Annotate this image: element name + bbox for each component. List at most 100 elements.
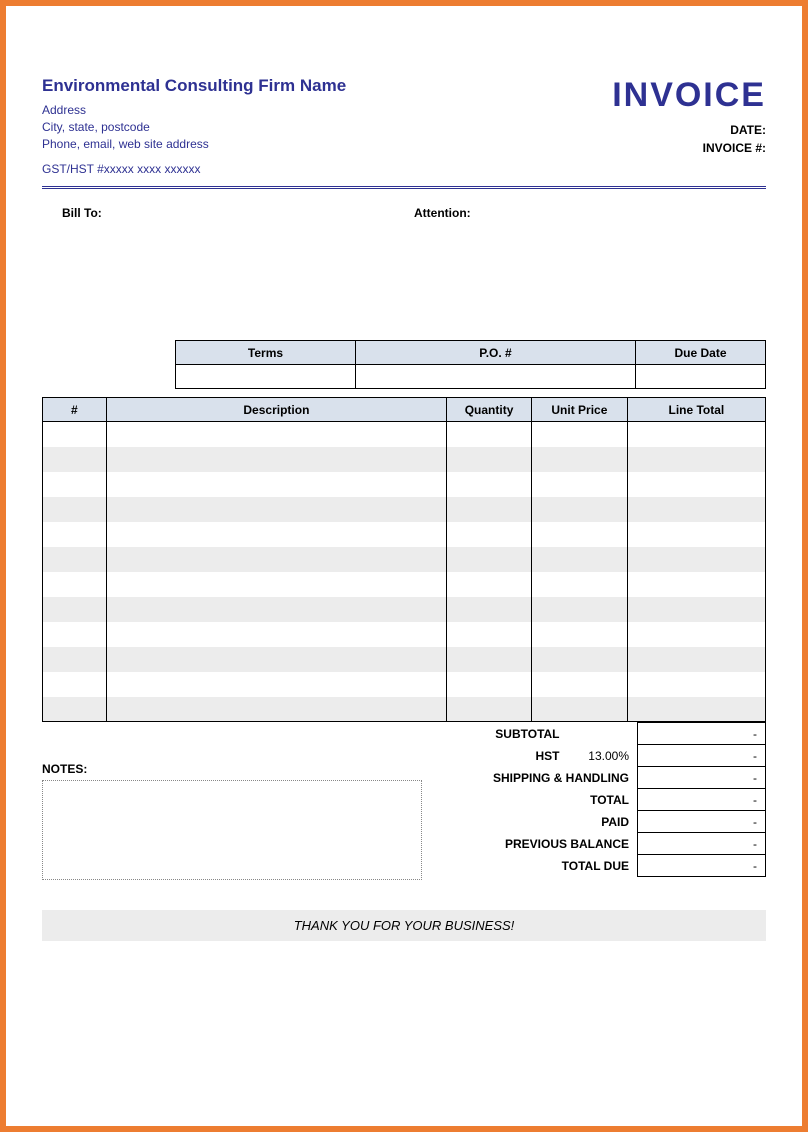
item-cell bbox=[106, 597, 446, 622]
total-due-value: - bbox=[638, 855, 766, 877]
item-cell bbox=[43, 547, 107, 572]
item-cell bbox=[43, 422, 107, 447]
item-cell bbox=[627, 522, 765, 547]
item-row bbox=[43, 497, 766, 522]
item-cell bbox=[447, 472, 532, 497]
hst-label: HST bbox=[426, 745, 568, 767]
item-cell bbox=[627, 597, 765, 622]
item-cell bbox=[106, 697, 446, 722]
item-cell bbox=[106, 497, 446, 522]
item-cell bbox=[627, 572, 765, 597]
item-cell bbox=[106, 572, 446, 597]
attention-label: Attention: bbox=[414, 206, 766, 220]
item-cell bbox=[106, 472, 446, 497]
item-cell bbox=[447, 622, 532, 647]
item-cell bbox=[106, 647, 446, 672]
item-row bbox=[43, 447, 766, 472]
previous-balance-value: - bbox=[638, 833, 766, 855]
po-value bbox=[356, 365, 636, 389]
date-label: DATE: bbox=[612, 121, 766, 139]
notes-label: NOTES: bbox=[42, 762, 426, 776]
total-value: - bbox=[638, 789, 766, 811]
notes-box bbox=[42, 780, 422, 880]
due-date-value bbox=[636, 365, 766, 389]
col-qty: Quantity bbox=[447, 398, 532, 422]
item-cell bbox=[532, 547, 628, 572]
line-items-table: # Description Quantity Unit Price Line T… bbox=[42, 397, 766, 722]
item-cell bbox=[447, 522, 532, 547]
item-cell bbox=[447, 672, 532, 697]
item-cell bbox=[43, 622, 107, 647]
item-cell bbox=[627, 647, 765, 672]
item-cell bbox=[447, 547, 532, 572]
item-row bbox=[43, 597, 766, 622]
item-row bbox=[43, 422, 766, 447]
paid-label: PAID bbox=[426, 811, 638, 833]
paid-value: - bbox=[638, 811, 766, 833]
invoice-number-label: INVOICE #: bbox=[612, 139, 766, 157]
company-block: Environmental Consulting Firm Name Addre… bbox=[42, 76, 346, 176]
shipping-label: SHIPPING & HANDLING bbox=[426, 767, 638, 789]
item-cell bbox=[43, 697, 107, 722]
totals-section: SUBTOTAL - HST 13.00% - SHIPPING & HANDL… bbox=[426, 722, 766, 880]
terms-table-wrap: Terms P.O. # Due Date bbox=[42, 340, 766, 389]
item-cell bbox=[106, 547, 446, 572]
item-cell bbox=[43, 497, 107, 522]
col-desc: Description bbox=[106, 398, 446, 422]
header-divider bbox=[42, 186, 766, 190]
billto-row: Bill To: Attention: bbox=[42, 206, 766, 220]
item-row bbox=[43, 622, 766, 647]
col-unit: Unit Price bbox=[532, 398, 628, 422]
item-cell bbox=[43, 522, 107, 547]
item-cell bbox=[447, 447, 532, 472]
item-cell bbox=[627, 472, 765, 497]
bill-to-label: Bill To: bbox=[42, 206, 414, 220]
item-cell bbox=[447, 597, 532, 622]
firm-name: Environmental Consulting Firm Name bbox=[42, 76, 346, 96]
item-cell bbox=[106, 447, 446, 472]
item-cell bbox=[447, 422, 532, 447]
item-row bbox=[43, 672, 766, 697]
item-cell bbox=[627, 547, 765, 572]
item-row bbox=[43, 647, 766, 672]
item-cell bbox=[447, 647, 532, 672]
item-cell bbox=[532, 472, 628, 497]
item-cell bbox=[532, 647, 628, 672]
invoice-meta: INVOICE DATE: INVOICE #: bbox=[612, 76, 766, 157]
item-cell bbox=[447, 697, 532, 722]
item-cell bbox=[106, 622, 446, 647]
item-cell bbox=[447, 572, 532, 597]
address-line-2: City, state, postcode bbox=[42, 119, 346, 136]
item-cell bbox=[532, 597, 628, 622]
header: Environmental Consulting Firm Name Addre… bbox=[42, 76, 766, 176]
notes-section: NOTES: bbox=[42, 722, 426, 880]
item-cell bbox=[43, 647, 107, 672]
terms-header: Terms bbox=[176, 341, 356, 365]
item-cell bbox=[106, 522, 446, 547]
total-due-label: TOTAL DUE bbox=[426, 855, 638, 877]
shipping-value: - bbox=[638, 767, 766, 789]
terms-value bbox=[176, 365, 356, 389]
item-cell bbox=[43, 447, 107, 472]
item-cell bbox=[106, 422, 446, 447]
item-row bbox=[43, 697, 766, 722]
item-cell bbox=[532, 672, 628, 697]
item-cell bbox=[627, 672, 765, 697]
item-row bbox=[43, 522, 766, 547]
previous-balance-label: PREVIOUS BALANCE bbox=[426, 833, 638, 855]
due-date-header: Due Date bbox=[636, 341, 766, 365]
item-cell bbox=[627, 447, 765, 472]
subtotal-label: SUBTOTAL bbox=[426, 723, 568, 745]
item-cell bbox=[532, 522, 628, 547]
item-cell bbox=[532, 422, 628, 447]
item-cell bbox=[532, 572, 628, 597]
item-cell bbox=[43, 572, 107, 597]
item-cell bbox=[627, 422, 765, 447]
address-line-1: Address bbox=[42, 102, 346, 119]
invoice-title: INVOICE bbox=[612, 76, 766, 115]
hst-value: - bbox=[638, 745, 766, 767]
below-section: NOTES: SUBTOTAL - HST 13.00% - SHIPPING … bbox=[42, 722, 766, 880]
item-row bbox=[43, 572, 766, 597]
terms-table: Terms P.O. # Due Date bbox=[175, 340, 766, 389]
item-cell bbox=[447, 497, 532, 522]
